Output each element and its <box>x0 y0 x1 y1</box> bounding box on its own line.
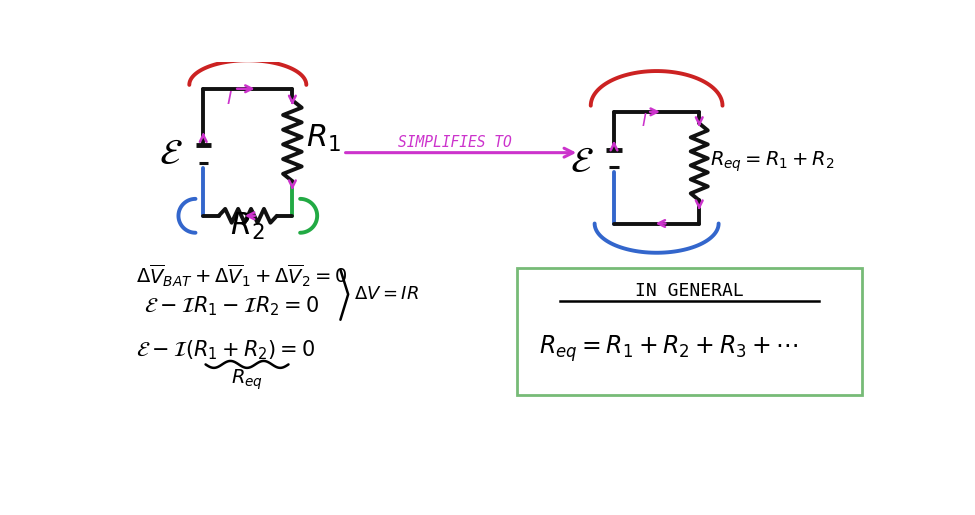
Text: $R_2$: $R_2$ <box>230 211 265 242</box>
Text: $R_{eq}$: $R_{eq}$ <box>231 368 263 392</box>
Text: $R_1$: $R_1$ <box>306 123 341 154</box>
Text: $\mathcal{E} - \mathcal{I}R_1 - \mathcal{I}R_2 = 0$: $\mathcal{E} - \mathcal{I}R_1 - \mathcal… <box>143 295 319 318</box>
Text: $\Delta \overline{V}_{BAT} + \Delta \overline{V}_1 + \Delta \overline{V}_2 = 0$: $\Delta \overline{V}_{BAT} + \Delta \ove… <box>136 263 347 289</box>
Text: $R_{eq} = R_1 + R_2$: $R_{eq} = R_1 + R_2$ <box>710 150 835 174</box>
Text: $\Delta V = IR$: $\Delta V = IR$ <box>354 285 419 303</box>
Text: $R_{eq} = R_1 + R_2 + R_3 + \cdots$: $R_{eq} = R_1 + R_2 + R_3 + \cdots$ <box>539 334 799 364</box>
Text: $\mathcal{E}$: $\mathcal{E}$ <box>159 137 182 171</box>
Bar <box>517 268 862 395</box>
Text: SIMPLIFIES TO: SIMPLIFIES TO <box>398 135 512 150</box>
Text: $I$: $I$ <box>642 112 647 130</box>
Text: $\mathcal{E} - \mathcal{I}(R_1 + R_2) = 0$: $\mathcal{E} - \mathcal{I}(R_1 + R_2) = … <box>136 339 315 363</box>
Text: $I$: $I$ <box>226 90 233 108</box>
Text: $\mathcal{E}$: $\mathcal{E}$ <box>569 145 594 179</box>
Text: IN GENERAL: IN GENERAL <box>635 282 744 300</box>
